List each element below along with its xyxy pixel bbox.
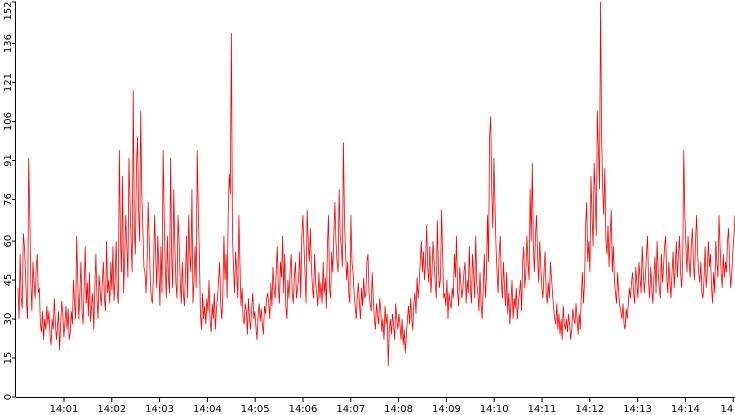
x-tick-label: 14:07	[336, 404, 365, 415]
x-tick-label: 14:06	[289, 404, 318, 415]
x-tick-label: 14:03	[145, 404, 174, 415]
y-tick-label: 30	[3, 313, 14, 326]
y-tick-label: 60	[3, 235, 14, 248]
y-tick-label: 15	[3, 352, 14, 365]
y-tick-label: 106	[3, 112, 14, 131]
y-tick-label: 0	[3, 394, 14, 400]
y-tick-label: 45	[3, 274, 14, 287]
y-tick-label: 136	[3, 34, 14, 53]
x-tick-label: 14:14	[671, 404, 700, 415]
x-tick-label: 14:10	[480, 404, 509, 415]
x-tick-label: 14	[720, 404, 733, 415]
y-axis-ticks: 0 15 30 45 60 76 91 106 121 136 152	[3, 1, 16, 400]
x-tick-label: 14:02	[97, 404, 126, 415]
y-tick-label: 76	[3, 193, 14, 206]
x-tick-label: 14:04	[193, 404, 222, 415]
x-tick-label: 14:08	[384, 404, 413, 415]
x-tick-label: 14:01	[50, 404, 79, 415]
x-tick-label: 14:09	[432, 404, 461, 415]
y-tick-label: 121	[3, 73, 14, 92]
y-tick-label: 152	[3, 1, 14, 20]
x-tick-label: 14:05	[241, 404, 270, 415]
x-tick-label: 14:11	[528, 404, 557, 415]
y-tick-label: 91	[3, 154, 14, 167]
x-tick-label: 14:12	[575, 404, 604, 415]
series-line	[17, 1, 735, 366]
x-tick-label: 14:13	[623, 404, 652, 415]
